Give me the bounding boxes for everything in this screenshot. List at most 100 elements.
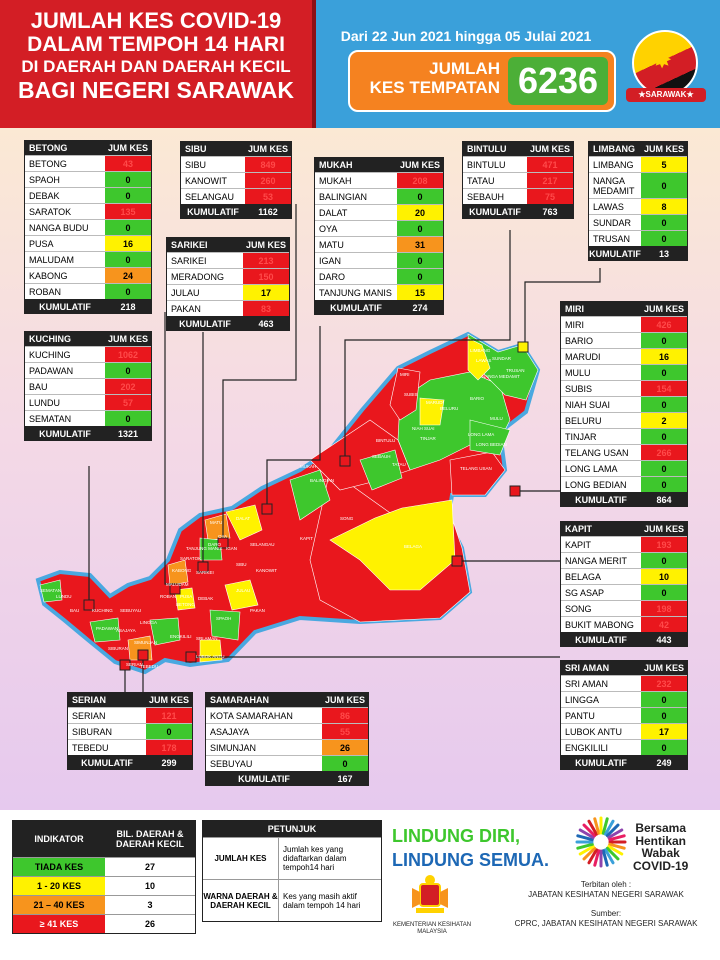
district-name: TANJUNG MANIS (319, 287, 392, 298)
indicator-label: ≥ 41 KES (13, 915, 105, 933)
map-label: SELANGAU (250, 542, 275, 547)
case-count: 0 (105, 172, 151, 187)
case-count: 57 (105, 395, 151, 410)
legend-key: JUMLAH KES (203, 838, 279, 879)
map-label: DARO (208, 542, 222, 547)
table-row: BUKIT MABONG 42 (561, 616, 687, 632)
map-label: LONG LAMA (468, 432, 494, 437)
district-name: SERIAN (72, 710, 106, 721)
district-name: TATAU (467, 175, 495, 186)
slogan: LINDUNG DIRI, LINDUNG SEMUA. (392, 824, 549, 873)
division-name: SERIAN (72, 695, 107, 705)
district-name: MUKAH (319, 175, 352, 186)
map-label: JULAU (236, 588, 250, 593)
case-count: 0 (641, 477, 687, 492)
burst-ray (593, 849, 601, 867)
case-count: 1062 (105, 347, 151, 362)
indicator-count: 27 (105, 858, 195, 876)
table-bintulu: BINTULU JUM KES BINTULU 471 TATAU 217 SEBAUH 75… (462, 141, 574, 219)
table-row: DALAT 20 (315, 204, 443, 220)
indicator-col1: INDIKATOR (34, 834, 84, 844)
column-header: JUM KES (643, 524, 684, 534)
connector-lines (88, 204, 601, 692)
table-total: KUMULATIF 864 (561, 492, 687, 506)
case-count: 193 (641, 537, 687, 552)
table-row: SIMUNJAN 26 (206, 739, 368, 755)
map-label: SUBIS (404, 392, 418, 397)
connector-limbang (524, 268, 601, 342)
burst-ray (601, 849, 609, 867)
district-name: SIBURAN (72, 726, 113, 737)
table-row: LUNDU 57 (25, 394, 151, 410)
table-row: LONG BEDIAN 0 (561, 476, 687, 492)
table-total: KUMULATIF 443 (561, 632, 687, 646)
table-row: PANTU 0 (561, 707, 687, 723)
table-row: SIBU 849 (181, 156, 291, 172)
case-count: 83 (243, 301, 289, 316)
burst-ray (578, 845, 595, 856)
total-label: KUMULATIF (330, 303, 382, 313)
district-name: DEBAK (29, 190, 60, 201)
burst-ray (605, 823, 620, 838)
map-district-labels: LIMBANG LAWAS MIRI MARUDI SUBIS BELURU TINJAR B… (40, 348, 525, 669)
case-count: 849 (245, 157, 291, 172)
table-row: LIMBANG 5 (589, 156, 687, 172)
column-header: JUM KES (643, 304, 684, 314)
map-label: PADAWAN (96, 626, 118, 631)
ministry-line-1: KEMENTERIAN KESIHATAN (392, 922, 472, 928)
case-count: 0 (105, 220, 151, 235)
burst-ray (604, 819, 615, 836)
map-label: SARIKEI (196, 570, 214, 575)
indicator-count: 26 (105, 915, 195, 933)
case-count: 31 (397, 237, 443, 252)
map-label: KUCHING (92, 608, 113, 613)
burst-ray (576, 834, 594, 842)
case-count: 43 (105, 156, 151, 171)
table-header: MIRI JUM KES (561, 302, 687, 316)
case-count: 17 (243, 285, 289, 300)
district-name: SEMATAN (29, 413, 72, 424)
division-name: SARIKEI (171, 240, 208, 250)
date-range: Dari 22 Jun 2021 hingga 05 Julai 2021 (340, 28, 592, 44)
map-label: DEBAK (198, 596, 213, 601)
map-label: BETONG (176, 602, 195, 607)
district-name: MERADONG (171, 271, 225, 282)
map-label: ENGKILILI (170, 634, 192, 639)
indicator-label: 21 – 40 KES (13, 896, 105, 914)
table-header: SIBU JUM KES (181, 142, 291, 156)
table-header: KUCHING JUM KES (25, 332, 151, 346)
table-total: KUMULATIF 274 (315, 300, 443, 314)
pin-samarahan (137, 649, 149, 661)
map-label: LONG BEDIAN (476, 442, 507, 447)
table-row: LAWAS 8 (589, 198, 687, 214)
map-area-miri (389, 367, 421, 421)
case-count: 213 (243, 253, 289, 268)
table-betong: BETONG JUM KES BETONG 43 SPAOH 0 DEBAK 0 SARATOK… (24, 140, 152, 314)
map-area-telang-usan (449, 451, 506, 496)
table-row: SERIAN 121 (68, 707, 192, 723)
map-label: MULU (490, 416, 503, 421)
total-label: KUMULATIF (589, 249, 641, 259)
district-name: BELURU (565, 415, 602, 426)
legend-key: WARNA DAERAH & DAERAH KECIL (203, 880, 279, 921)
total-label: KUMULATIF (187, 207, 239, 217)
campaign-line-4: COVID-19 (633, 858, 689, 873)
district-name: BELAGA (565, 571, 602, 582)
case-count: 471 (527, 157, 573, 172)
case-count: 8 (641, 199, 687, 214)
map-area-padawan (89, 617, 121, 643)
case-count: 0 (641, 740, 687, 755)
table-total: KUMULATIF 218 (25, 299, 151, 313)
district-name: SG ASAP (565, 587, 605, 598)
case-count: 198 (641, 601, 687, 616)
case-count: 0 (641, 333, 687, 348)
map-area-engkilili (149, 617, 181, 646)
total-value: 763 (542, 207, 558, 217)
burst-ray (582, 823, 597, 838)
map-label: SERIAN (126, 662, 143, 667)
case-count: 0 (641, 231, 687, 246)
case-count: 2 (641, 413, 687, 428)
map-label: BAU (70, 608, 79, 613)
total-value: 218 (120, 302, 136, 312)
total-cases-label: JUMLAH KES TEMPATAN (360, 59, 500, 97)
